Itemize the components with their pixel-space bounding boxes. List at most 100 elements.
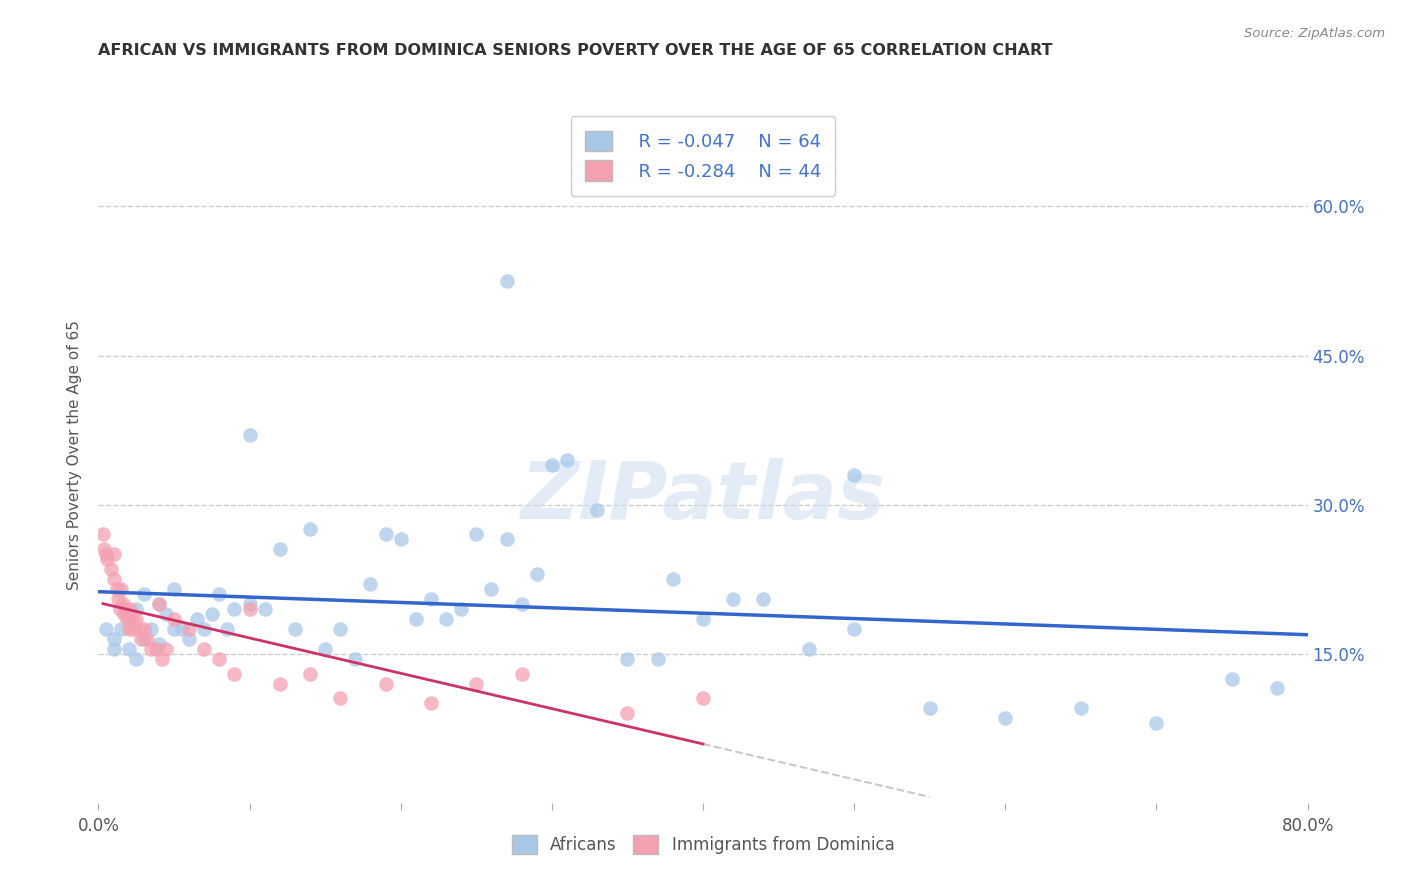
- Point: [450, 602, 472, 616]
- Point: [91, 527, 114, 541]
- Point: [94, 622, 117, 636]
- Point: [135, 632, 157, 646]
- Point: [299, 523, 322, 537]
- Point: [224, 602, 246, 616]
- Point: [647, 651, 669, 665]
- Point: [125, 612, 148, 626]
- Point: [148, 637, 170, 651]
- Point: [586, 502, 609, 516]
- Point: [193, 622, 215, 636]
- Point: [918, 701, 941, 715]
- Point: [1070, 701, 1092, 715]
- Point: [150, 651, 173, 665]
- Point: [163, 622, 186, 636]
- Point: [465, 527, 488, 541]
- Point: [103, 572, 125, 586]
- Point: [103, 641, 125, 656]
- Point: [103, 547, 125, 561]
- Point: [208, 651, 231, 665]
- Point: [114, 602, 136, 616]
- Point: [148, 597, 170, 611]
- Point: [360, 577, 382, 591]
- Point: [145, 641, 167, 656]
- Point: [797, 641, 820, 656]
- Point: [186, 612, 208, 626]
- Point: [994, 711, 1017, 725]
- Point: [163, 612, 186, 626]
- Point: [100, 562, 122, 576]
- Y-axis label: Seniors Poverty Over the Age of 65: Seniors Poverty Over the Age of 65: [67, 320, 83, 590]
- Point: [122, 622, 145, 636]
- Point: [844, 622, 866, 636]
- Point: [420, 697, 443, 711]
- Point: [125, 602, 148, 616]
- Point: [269, 542, 291, 557]
- Point: [420, 592, 443, 607]
- Point: [141, 641, 163, 656]
- Point: [481, 582, 503, 596]
- Point: [155, 607, 177, 621]
- Point: [201, 607, 224, 621]
- Point: [128, 622, 150, 636]
- Point: [239, 428, 262, 442]
- Point: [239, 597, 262, 611]
- Point: [692, 612, 714, 626]
- Point: [179, 632, 201, 646]
- Point: [616, 706, 638, 721]
- Point: [118, 641, 141, 656]
- Point: [299, 666, 322, 681]
- Legend: Africans, Immigrants from Dominica: Africans, Immigrants from Dominica: [502, 825, 904, 864]
- Point: [163, 582, 186, 596]
- Point: [844, 467, 866, 482]
- Point: [329, 622, 352, 636]
- Point: [692, 691, 714, 706]
- Point: [405, 612, 427, 626]
- Point: [193, 641, 215, 656]
- Point: [389, 533, 412, 547]
- Point: [616, 651, 638, 665]
- Point: [314, 641, 336, 656]
- Point: [120, 602, 142, 616]
- Point: [434, 612, 457, 626]
- Point: [752, 592, 775, 607]
- Point: [94, 547, 117, 561]
- Point: [208, 587, 231, 601]
- Point: [510, 666, 533, 681]
- Point: [540, 458, 562, 472]
- Point: [118, 622, 141, 636]
- Point: [132, 632, 155, 646]
- Point: [465, 676, 488, 690]
- Point: [103, 632, 125, 646]
- Point: [155, 641, 177, 656]
- Point: [374, 527, 396, 541]
- Point: [93, 542, 115, 557]
- Point: [105, 582, 128, 596]
- Point: [253, 602, 276, 616]
- Point: [112, 607, 135, 621]
- Point: [374, 676, 396, 690]
- Point: [111, 597, 134, 611]
- Point: [107, 592, 129, 607]
- Point: [662, 572, 685, 586]
- Text: ZIPatlas: ZIPatlas: [520, 458, 886, 536]
- Point: [723, 592, 745, 607]
- Point: [284, 622, 307, 636]
- Point: [510, 597, 533, 611]
- Point: [526, 567, 548, 582]
- Point: [125, 651, 148, 665]
- Point: [132, 622, 155, 636]
- Point: [555, 453, 578, 467]
- Point: [224, 666, 246, 681]
- Point: [118, 612, 141, 626]
- Point: [495, 533, 517, 547]
- Point: [110, 582, 132, 596]
- Point: [329, 691, 352, 706]
- Point: [132, 587, 155, 601]
- Text: AFRICAN VS IMMIGRANTS FROM DOMINICA SENIORS POVERTY OVER THE AGE OF 65 CORRELATI: AFRICAN VS IMMIGRANTS FROM DOMINICA SENI…: [98, 43, 1053, 58]
- Point: [110, 622, 132, 636]
- Point: [1220, 672, 1243, 686]
- Point: [495, 274, 517, 288]
- Point: [141, 622, 163, 636]
- Point: [96, 552, 118, 566]
- Point: [170, 622, 193, 636]
